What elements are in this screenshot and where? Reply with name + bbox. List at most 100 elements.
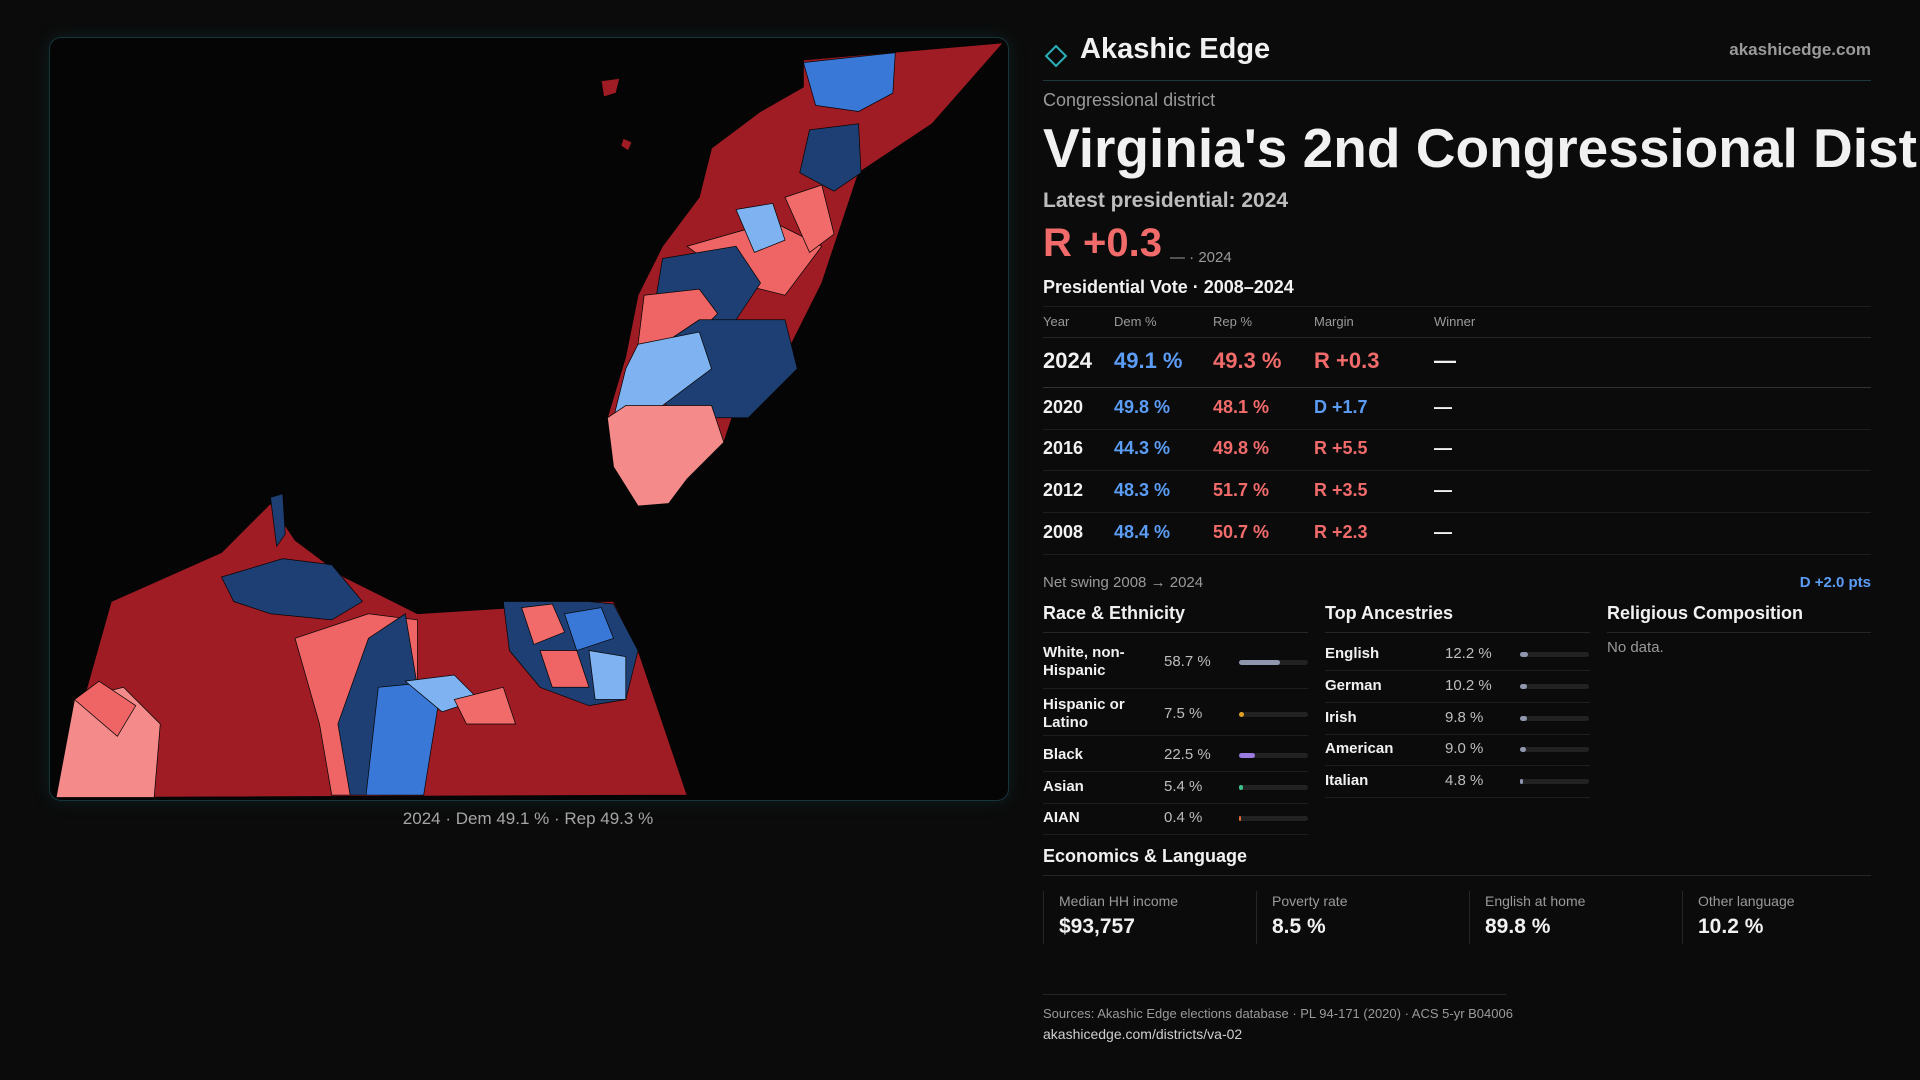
row-label: Italian bbox=[1325, 772, 1369, 789]
table-cell: — bbox=[1434, 347, 1456, 373]
table-cell: 48.1 % bbox=[1213, 397, 1270, 418]
card-label: Other language bbox=[1698, 893, 1795, 909]
card-divider bbox=[1043, 891, 1044, 944]
bar-track bbox=[1239, 712, 1308, 717]
row-label: Black bbox=[1043, 746, 1084, 763]
row-value: 9.0 % bbox=[1445, 740, 1484, 757]
table-cell: 2008 bbox=[1043, 522, 1084, 543]
table-cell: R +3.5 bbox=[1314, 480, 1368, 501]
latest-margin: R +0.3 bbox=[1043, 221, 1162, 265]
bar-track bbox=[1239, 816, 1308, 821]
section-title: Race & Ethnicity bbox=[1043, 603, 1186, 623]
section-title: Religious Composition bbox=[1607, 603, 1803, 623]
row-divider bbox=[1043, 688, 1308, 689]
row-value: 7.5 % bbox=[1164, 705, 1203, 722]
table-cell: — bbox=[1434, 522, 1452, 543]
row-value: 0.4 % bbox=[1164, 809, 1203, 826]
divider bbox=[1043, 632, 1308, 633]
brand: Akashic Edge bbox=[1080, 33, 1271, 65]
row-divider bbox=[1043, 512, 1871, 513]
bar bbox=[1520, 652, 1529, 657]
row-divider bbox=[1043, 554, 1871, 555]
table-cell: 49.1 % bbox=[1114, 347, 1183, 373]
bar bbox=[1520, 747, 1527, 752]
bar-track bbox=[1239, 753, 1308, 758]
bar bbox=[1520, 779, 1524, 784]
table-cell: D +1.7 bbox=[1314, 397, 1368, 418]
table-cell: R +2.3 bbox=[1314, 522, 1368, 543]
divider bbox=[1043, 875, 1871, 876]
table-cell: 49.8 % bbox=[1114, 397, 1171, 418]
row-divider bbox=[1043, 834, 1308, 835]
bar-track bbox=[1520, 716, 1589, 721]
row-label: White, non-Hispanic bbox=[1043, 644, 1125, 679]
bar-track bbox=[1520, 684, 1589, 689]
no-data: No data. bbox=[1607, 639, 1664, 656]
card-divider bbox=[1256, 891, 1257, 944]
map-caption: 2024 · Dem 49.1 % · Rep 49.3 % bbox=[402, 809, 654, 828]
url[interactable]: akashicedge.com/districts/va-02 bbox=[1043, 1026, 1243, 1042]
row-divider bbox=[1325, 797, 1590, 798]
district-title: Virginia's 2nd Congressional District bbox=[1043, 117, 1920, 179]
divider bbox=[1043, 337, 1871, 338]
row-label: Hispanic or Latino bbox=[1043, 696, 1125, 731]
divider bbox=[1607, 632, 1871, 633]
column-header: Rep % bbox=[1213, 314, 1253, 329]
divider bbox=[1043, 80, 1871, 81]
latest-label: Latest presidential: 2024 bbox=[1043, 189, 1289, 212]
column-header: Margin bbox=[1314, 314, 1354, 329]
card-label: Poverty rate bbox=[1272, 893, 1348, 909]
card-value: 10.2 % bbox=[1698, 915, 1764, 938]
card-label: English at home bbox=[1485, 893, 1586, 909]
card-divider bbox=[1469, 891, 1470, 944]
table-cell: 48.4 % bbox=[1114, 522, 1171, 543]
bar-track bbox=[1520, 779, 1589, 784]
map-panel bbox=[49, 37, 1009, 801]
card-value: 8.5 % bbox=[1272, 915, 1326, 938]
swing-value: D +2.0 pts bbox=[1799, 574, 1871, 591]
row-value: 12.2 % bbox=[1445, 645, 1492, 662]
column-header: Year bbox=[1043, 314, 1070, 329]
sources: Sources: Akashic Edge elections database… bbox=[1043, 1006, 1513, 1021]
card-value: $93,757 bbox=[1059, 915, 1135, 938]
bar-track bbox=[1239, 785, 1308, 790]
row-divider bbox=[1043, 429, 1871, 430]
row-divider bbox=[1325, 733, 1590, 735]
district-map bbox=[55, 42, 1004, 798]
table-cell: 2016 bbox=[1043, 438, 1084, 459]
divider bbox=[1325, 632, 1590, 633]
bar-track bbox=[1520, 652, 1589, 657]
row-label: Asian bbox=[1043, 778, 1084, 795]
card-value: 89.8 % bbox=[1485, 915, 1551, 938]
table-cell: — bbox=[1434, 397, 1452, 418]
row-divider bbox=[1043, 734, 1308, 736]
divider bbox=[1043, 306, 1871, 307]
row-divider bbox=[1325, 702, 1590, 703]
table-cell: 49.8 % bbox=[1213, 438, 1270, 459]
row-value: 5.4 % bbox=[1164, 778, 1203, 795]
row-value: 22.5 % bbox=[1164, 746, 1211, 763]
row-label: AIAN bbox=[1043, 809, 1080, 826]
table-title: Presidential Vote · 2008–2024 bbox=[1043, 277, 1294, 297]
row-divider bbox=[1043, 387, 1871, 388]
row-divider bbox=[1043, 470, 1871, 471]
section-title: Economics & Language bbox=[1043, 846, 1248, 866]
row-value: 4.8 % bbox=[1445, 772, 1484, 789]
row-divider bbox=[1325, 765, 1590, 766]
row-divider bbox=[1043, 802, 1308, 804]
bar bbox=[1520, 716, 1527, 721]
table-cell: — bbox=[1434, 480, 1452, 501]
margin-note: — · 2024 bbox=[1170, 249, 1232, 266]
bar bbox=[1239, 816, 1241, 821]
site-link[interactable]: akashicedge.com bbox=[1729, 40, 1871, 59]
logo bbox=[1044, 44, 1068, 68]
card-label: Median HH income bbox=[1059, 893, 1179, 909]
kicker: Congressional district bbox=[1043, 90, 1216, 110]
table-cell: 50.7 % bbox=[1213, 522, 1270, 543]
table-cell: R +5.5 bbox=[1314, 438, 1368, 459]
row-label: English bbox=[1325, 645, 1380, 662]
divider bbox=[1043, 994, 1506, 995]
card-divider bbox=[1682, 891, 1683, 944]
bar bbox=[1239, 660, 1280, 665]
